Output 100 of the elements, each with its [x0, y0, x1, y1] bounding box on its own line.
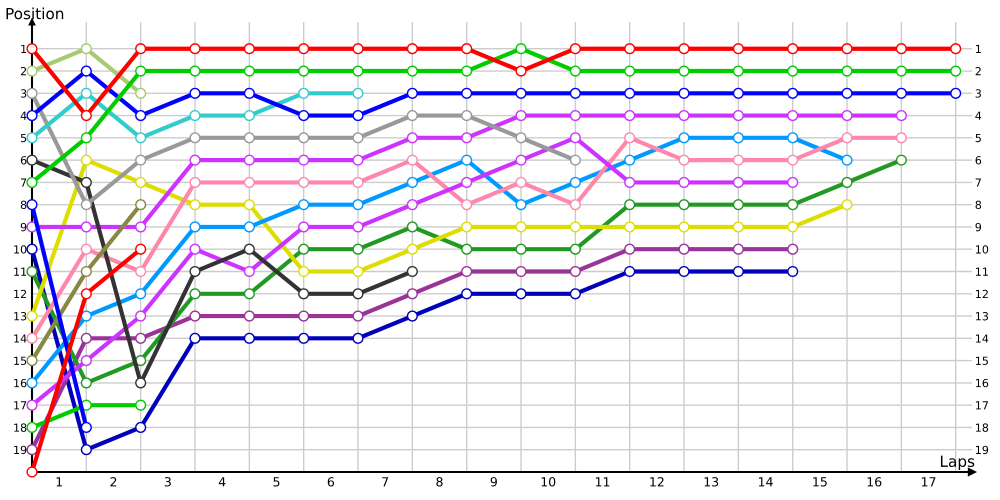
point: [26, 444, 38, 456]
point: [26, 355, 38, 366]
point: [26, 422, 38, 433]
x-tick-label: 9: [490, 477, 497, 487]
x-tick-label: 17: [922, 477, 936, 486]
point: [787, 43, 798, 54]
point: [189, 310, 201, 322]
point: [678, 154, 690, 166]
point: [732, 266, 744, 278]
point: [570, 132, 581, 144]
point: [950, 65, 962, 77]
point: [352, 221, 364, 233]
point: [624, 132, 636, 144]
point: [841, 110, 853, 122]
point: [624, 43, 636, 54]
point: [189, 88, 201, 99]
point: [80, 88, 92, 99]
point: [352, 244, 364, 255]
point: [678, 110, 690, 122]
x-tick-label: 16: [868, 477, 882, 487]
point: [570, 65, 581, 77]
point: [406, 176, 418, 188]
y-tick-label: 1: [21, 44, 26, 53]
y2-tick-label: 11: [976, 268, 988, 276]
y2-tick-label: 12: [976, 290, 988, 298]
point: [135, 65, 146, 77]
point: [135, 400, 146, 411]
point: [244, 132, 255, 144]
point: [570, 176, 581, 188]
point: [244, 332, 255, 344]
point: [732, 176, 744, 188]
point: [244, 199, 255, 210]
point: [678, 176, 690, 188]
point: [135, 88, 146, 99]
point: [841, 43, 853, 54]
point: [80, 377, 92, 388]
point: [80, 221, 92, 233]
point: [189, 65, 201, 77]
point: [896, 132, 907, 144]
point: [80, 422, 92, 433]
point: [244, 154, 255, 166]
point: [298, 154, 310, 166]
point: [461, 43, 472, 54]
point: [26, 132, 38, 144]
point: [787, 65, 798, 77]
point: [732, 43, 744, 54]
point: [189, 288, 201, 300]
point: [244, 244, 255, 255]
point: [80, 266, 92, 278]
point: [80, 199, 92, 210]
y-tick-label: 18: [14, 423, 26, 432]
point: [461, 221, 472, 233]
y-tick-label: 11: [14, 268, 26, 276]
point: [80, 444, 92, 456]
point: [515, 244, 527, 255]
y-tick-label: 14: [14, 334, 27, 343]
point: [189, 199, 201, 210]
x-axis-title: Laps: [940, 456, 974, 470]
point: [189, 244, 201, 255]
point: [570, 88, 581, 99]
point: [624, 199, 636, 210]
point: [135, 266, 146, 278]
point: [624, 244, 636, 255]
point: [80, 154, 92, 166]
point: [80, 288, 92, 300]
point: [515, 88, 527, 99]
point: [26, 199, 38, 210]
point: [896, 65, 907, 77]
x-tick-label: 6: [328, 477, 334, 487]
point: [461, 288, 472, 300]
point: [624, 176, 636, 188]
x-tick-label: 2: [110, 477, 116, 486]
y-tick-label: 7: [20, 178, 26, 187]
y-tick-label: 6: [20, 156, 26, 164]
point: [732, 221, 744, 233]
point: [841, 65, 853, 77]
point: [570, 221, 581, 233]
point: [406, 310, 418, 322]
point: [896, 88, 907, 99]
x-tick-label: 15: [813, 477, 827, 487]
point: [298, 132, 310, 144]
y2-tick-label: 8: [976, 200, 982, 210]
y2-tick-label: 13: [976, 312, 988, 320]
point: [406, 88, 418, 99]
point: [244, 288, 255, 300]
point: [352, 332, 364, 344]
point: [26, 88, 38, 99]
point: [678, 43, 690, 54]
point: [298, 288, 310, 300]
point: [950, 88, 962, 99]
point: [298, 244, 310, 255]
y-tick-label: 5: [20, 134, 26, 142]
y-tick-label: 2: [20, 66, 26, 76]
point: [624, 65, 636, 77]
point: [189, 43, 201, 54]
point: [298, 110, 310, 122]
point: [515, 221, 527, 233]
y2-tick-label: 16: [976, 378, 988, 388]
point: [406, 221, 418, 233]
point: [461, 266, 472, 278]
